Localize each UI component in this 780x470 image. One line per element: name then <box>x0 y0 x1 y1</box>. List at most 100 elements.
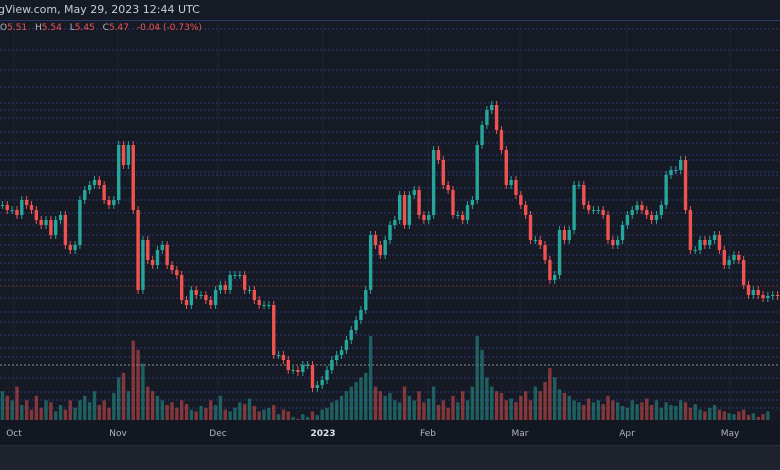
candle-body <box>179 275 184 300</box>
volume-bar <box>247 398 252 421</box>
volume-bar <box>427 398 431 421</box>
volume-bar <box>596 400 601 421</box>
volume-bar <box>44 400 48 421</box>
volume-bar <box>523 391 528 421</box>
candle-body <box>693 250 697 251</box>
candle-body <box>383 240 387 255</box>
candle-body <box>485 110 489 125</box>
candle-body <box>688 210 693 250</box>
candle-body <box>775 295 780 296</box>
volume-bar <box>330 402 334 421</box>
tick-label: May <box>720 429 740 439</box>
candle-body <box>136 210 140 290</box>
volume-bar <box>669 405 673 421</box>
candle-body <box>683 160 688 210</box>
volume-bar <box>54 411 58 421</box>
candle-body <box>703 240 707 245</box>
candle-body <box>39 220 43 225</box>
time-axis[interactable]: Oct Nov Dec 2023 Feb Mar Apr May <box>0 420 780 446</box>
candle-body <box>582 185 586 205</box>
candle-body <box>499 130 504 150</box>
candle-body <box>596 210 601 211</box>
candle-body <box>296 370 300 372</box>
candle-body <box>281 355 286 360</box>
volume-bar <box>378 391 383 421</box>
volume-bar <box>97 405 102 421</box>
volume-bar <box>649 405 654 421</box>
high-value: 5.54 <box>41 23 62 33</box>
candle-body <box>54 220 58 235</box>
volume-bar <box>509 398 513 421</box>
volume-bar <box>131 340 135 421</box>
volume-bar <box>199 405 203 421</box>
volume-bar <box>383 395 387 421</box>
volume-bar <box>296 418 300 421</box>
volume-bar <box>475 336 479 421</box>
volume-bar <box>640 402 644 421</box>
volume-bar <box>305 416 310 421</box>
candle-body <box>5 205 9 210</box>
candle-body <box>194 290 198 295</box>
volume-bar <box>761 414 765 421</box>
candle-body <box>388 225 392 240</box>
candle-body <box>267 305 271 306</box>
close-label: C <box>102 23 109 33</box>
candle-body <box>175 270 179 275</box>
candle-body <box>460 215 465 220</box>
volume-bar <box>291 416 295 421</box>
volume-bar <box>582 405 586 421</box>
candle-body <box>412 190 416 195</box>
volume-bar <box>68 400 72 421</box>
candle-body <box>717 235 722 250</box>
volume-bar <box>179 400 184 421</box>
candle-body <box>625 215 630 225</box>
tick-label: Oct <box>6 429 22 439</box>
candle-body <box>741 260 746 285</box>
candle-body <box>669 170 673 175</box>
candle-body <box>204 295 208 300</box>
volume-bar <box>339 395 344 421</box>
candle-body <box>654 215 659 220</box>
volume-bar <box>402 386 407 421</box>
candle-body <box>378 245 383 255</box>
volume-bar <box>732 414 736 421</box>
ohlc-readout: O5.51 H5.54 L5.45 C5.47 -0.04 (-0.73%) <box>0 23 207 33</box>
volume-bar <box>577 402 581 421</box>
candle-body <box>456 215 460 216</box>
volume-bar <box>310 411 315 421</box>
volume-bar <box>504 400 508 421</box>
candle-body <box>209 300 213 305</box>
open-value: 5.51 <box>7 23 28 33</box>
volume-bar <box>213 405 218 421</box>
candle-body <box>276 355 281 356</box>
volume-bar <box>344 391 349 421</box>
volume-bar <box>150 391 155 421</box>
candlestick-chart[interactable] <box>0 21 780 421</box>
volume-bar <box>20 405 24 421</box>
candle-body <box>97 180 102 185</box>
volume-bar <box>543 382 547 421</box>
volume-bar <box>63 409 68 421</box>
candle-body <box>344 340 349 350</box>
volume-bar <box>39 407 43 421</box>
candle-body <box>591 210 596 211</box>
volume-bar <box>519 395 523 421</box>
candle-body <box>87 185 92 190</box>
volume-bar <box>499 393 504 421</box>
volume-bar <box>228 411 232 421</box>
volume-bar <box>189 409 194 421</box>
volume-bar <box>441 400 445 421</box>
volume-bar <box>727 413 731 421</box>
volume-bar <box>102 400 106 421</box>
candle-body <box>664 175 668 205</box>
volume-bar <box>141 363 145 421</box>
candle-body <box>751 290 756 295</box>
volume-bar <box>24 400 29 421</box>
candle-body <box>674 170 678 171</box>
volume-bar <box>175 407 179 421</box>
candle-body <box>601 210 605 215</box>
volume-bar <box>446 407 450 421</box>
candle-body <box>771 295 775 296</box>
change-value: -0.04 (-0.73%) <box>136 23 202 33</box>
volume-bar <box>126 391 131 421</box>
